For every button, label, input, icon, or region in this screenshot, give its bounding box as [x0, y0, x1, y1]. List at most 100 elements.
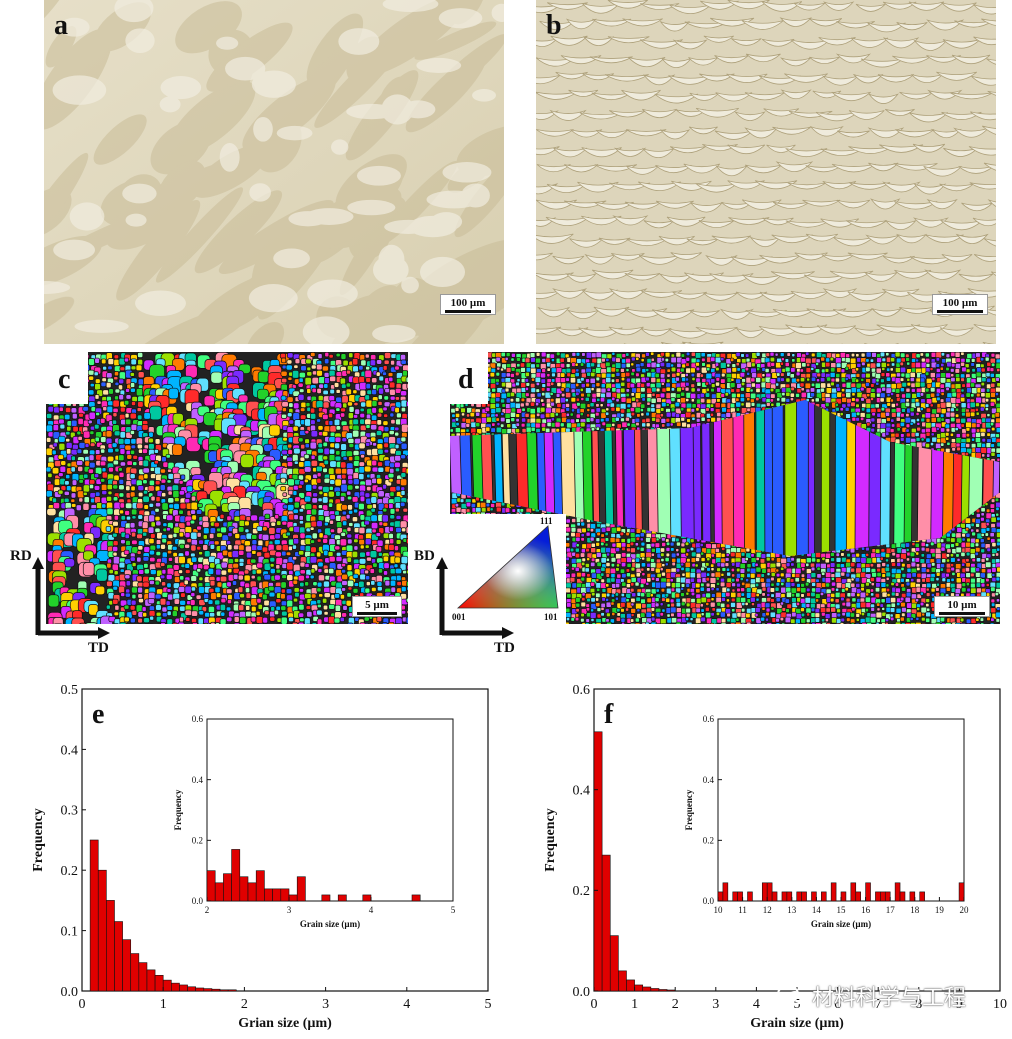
- hist-e-xtick-label: 3: [322, 997, 329, 1012]
- inset-e-bar: [337, 894, 347, 902]
- hist-e-xtick-label: 0: [79, 997, 86, 1012]
- hist-e-bar: [114, 921, 123, 992]
- hist-e-bar: [179, 984, 188, 992]
- hist-f-bar: [601, 854, 611, 992]
- watermark-text: 材料科学与工程: [812, 986, 967, 1011]
- inset-f-bar: [909, 891, 916, 902]
- scale-bar-d: 10 µm: [934, 596, 990, 617]
- inset-e-xlabel: Grain size (µm): [300, 919, 360, 929]
- hist-f-xtick-label: 6: [834, 997, 841, 1012]
- inset-f-bar: [717, 891, 724, 902]
- inset-f-bar: [855, 891, 861, 902]
- hist-f-ylabel: Frequency: [543, 808, 558, 872]
- micrograph-b-image: [518, 0, 1012, 357]
- inset-f-bar: [786, 891, 793, 902]
- scale-bar-c: 5 µm: [352, 596, 402, 617]
- hist-f-xtick-label: 0: [591, 997, 598, 1012]
- hist-f-bar: [650, 988, 660, 992]
- hist-e-ytick-label: 0.4: [61, 743, 79, 758]
- inset-e-plot-frame: [206, 718, 454, 902]
- inset-f-xtick-label: 18: [910, 905, 920, 915]
- inset-e-bar: [214, 882, 224, 902]
- hist-e-xtick-label: 2: [241, 997, 248, 1012]
- inset-f-bar: [850, 882, 857, 902]
- scale-line-b: [937, 310, 983, 313]
- inset-e-bar: [264, 888, 273, 902]
- inset-f-xtick-label: 19: [935, 905, 945, 915]
- hist-e-ytick-label: 0.5: [61, 683, 79, 698]
- axis-label-rd: RD: [10, 548, 32, 564]
- hist-f-xtick-label: 10: [993, 997, 1007, 1012]
- scale-bar-b: 100 µm: [932, 294, 988, 315]
- inset-f-xtick-label: 20: [960, 905, 970, 915]
- inset-f-bar: [899, 891, 906, 902]
- hist-e-ytick-label: 0.1: [61, 925, 79, 940]
- inset-f-bar: [894, 882, 901, 902]
- inset-e-xtick-label: 5: [451, 905, 456, 915]
- inset-f-ytick-label: 0.2: [703, 835, 714, 845]
- inset-e-ytick-label: 0.6: [192, 714, 204, 724]
- hist-e-xtick-label: 1: [160, 997, 167, 1012]
- ebsd-map-c: c 5 µm: [46, 352, 408, 624]
- inset-f-bar: [880, 891, 886, 902]
- inset-e-ytick-label: 0.2: [192, 835, 203, 845]
- hist-f-bar: [658, 989, 668, 992]
- inset-e-bar: [272, 888, 282, 902]
- inset-e-xtick-label: 2: [205, 905, 210, 915]
- hist-f-xtick-label: 1: [631, 997, 638, 1012]
- inset-f-xtick-label: 14: [812, 905, 822, 915]
- ebsd-map-d: d 111 001 101 10 µm: [450, 352, 1000, 624]
- hist-e-bar: [219, 989, 229, 992]
- inset-f-bar: [830, 882, 837, 902]
- inset-e-bar: [247, 882, 257, 902]
- ipf-label-111: 111: [540, 516, 553, 526]
- axis-label-td-c: TD: [88, 640, 109, 656]
- inset-f-bar: [766, 882, 773, 902]
- axis-label-td-d: TD: [494, 640, 515, 656]
- inset-e-xtick-label: 3: [287, 905, 292, 915]
- inset-e-ylabel: Frequency: [173, 789, 183, 830]
- inset-f-xtick-label: 10: [714, 905, 724, 915]
- inset-f-xtick-label: 12: [763, 905, 772, 915]
- panel-letter-f: f: [604, 699, 614, 730]
- axes-glyph-d: [436, 557, 514, 639]
- panel-letter-d: d: [458, 364, 474, 395]
- panel-letter-c: c: [58, 364, 71, 395]
- inset-e-bar: [206, 870, 216, 902]
- hist-e-ylabel: Frequency: [31, 808, 46, 872]
- scale-line-c: [357, 612, 397, 615]
- panel-letter-e: e: [92, 699, 104, 730]
- scale-label-b: 100 µm: [942, 297, 978, 309]
- hist-e-ytick-label: 0.2: [61, 864, 79, 879]
- panel-letter-a: a: [54, 10, 68, 41]
- scale-label-d: 10 µm: [947, 599, 977, 611]
- inset-f-xlabel: Grain size (µm): [811, 919, 871, 929]
- hist-f-xtick-label: 7: [875, 997, 882, 1012]
- inset-f-ytick-label: 0.0: [703, 896, 715, 906]
- inset-f-bar: [771, 891, 778, 902]
- inset-f-bar: [840, 891, 847, 902]
- inset-e-bar: [288, 894, 298, 902]
- hist-f-xtick-label: 3: [712, 997, 719, 1012]
- hist-e-bar: [162, 979, 172, 992]
- hist-e-bar: [203, 988, 213, 992]
- inset-f-plot-frame: [717, 718, 965, 902]
- inset-f-bar: [821, 891, 827, 902]
- hist-e-xlabel: Grian size (µm): [238, 1016, 332, 1031]
- histogram-e: 0 1 2 3 4 5 0.0 0.1 0.2 0.3 0.4 0.5 Grian size (µm) F…: [31, 683, 492, 1031]
- inset-e-ytick-label: 0.4: [192, 775, 204, 785]
- hist-e-bar: [146, 969, 156, 992]
- scale-bar-a: 100 µm: [440, 294, 496, 315]
- hist-f-xtick-label: 8: [915, 997, 922, 1012]
- hist-e-bar: [227, 989, 237, 992]
- ipf-label-001: 001: [452, 612, 466, 622]
- inset-f-bar: [884, 891, 891, 902]
- hist-e-xtick-label: 5: [485, 997, 492, 1012]
- inset-f-bar: [865, 882, 871, 902]
- hist-f-xtick-label: 4: [753, 997, 760, 1012]
- inset-e-xtick-label: 4: [369, 905, 374, 915]
- micrograph-b: b 100 µm: [518, 0, 1012, 357]
- hist-f-bar: [634, 984, 644, 992]
- inset-f-bar: [811, 891, 817, 902]
